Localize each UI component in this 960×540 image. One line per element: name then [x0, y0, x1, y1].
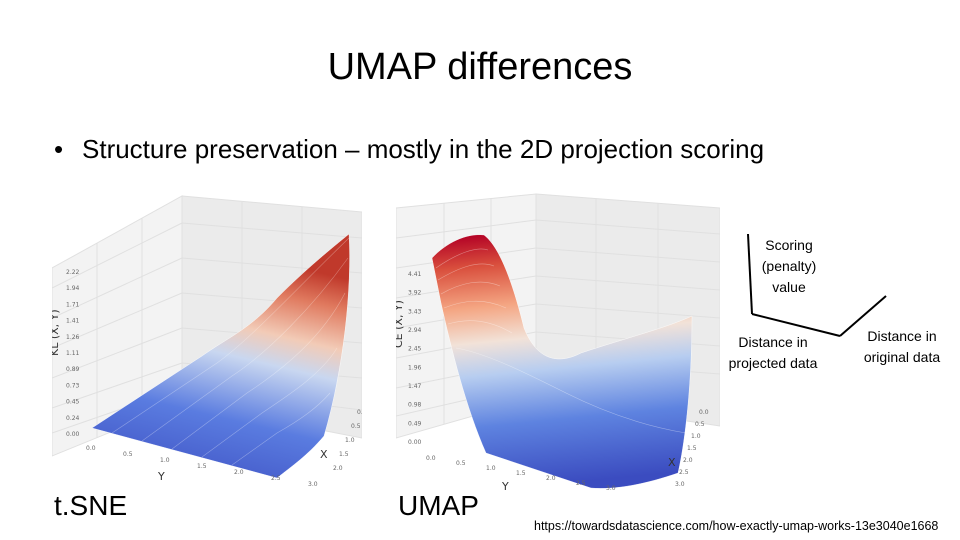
bullet-text: Structure preservation – mostly in the 2…: [82, 134, 765, 164]
umap-z-tick-7: 0.98: [408, 402, 422, 409]
umap-x-tick-1: 0.5: [695, 421, 705, 428]
tsne-z-tick-3: 1.41: [66, 318, 80, 325]
umap-z-tick-8: 0.49: [408, 420, 422, 427]
umap-z-tick-0: 4.41: [408, 271, 422, 278]
tsne-z-tick-0: 2.22: [66, 269, 80, 276]
umap-x-tick-4: 2.0: [683, 457, 693, 464]
tsne-z-tick-10: 0.00: [66, 431, 80, 438]
tsne-z-tick-2: 1.71: [66, 301, 80, 308]
tsne-x-axis-label: X: [320, 448, 328, 461]
tsne-y-axis-label: Y: [157, 470, 165, 483]
umap-z-ticks: 4.41 3.92 3.43 2.94 2.45 1.96 1.47 0.98 0.49 0.00: [408, 271, 422, 446]
umap-caption: UMAP: [398, 490, 479, 521]
umap-y-tick-0: 0.0: [426, 455, 436, 462]
tsne-y-tick-4: 2.0: [234, 469, 244, 476]
tsne-y-tick-2: 1.0: [160, 457, 170, 464]
umap-y-axis-label: Y: [501, 480, 509, 493]
umap-surface-svg: CE (X, Y) X Y 4.41 3.92 3.43 2.94 2.45 1.96 1.…: [396, 193, 720, 493]
tsne-z-ticks: 2.22 1.94 1.71 1.41 1.26 1.11 0.89 0.73 0.45 0.24…: [66, 269, 80, 438]
source-url[interactable]: https://towardsdatascience.com/how-exact…: [534, 519, 939, 533]
umap-y-ticks: 0.0 0.5 1.0 1.5 2.0 2.5 3.0: [426, 455, 616, 492]
umap-x-tick-5: 2.5: [679, 469, 689, 476]
tsne-y-tick-1: 0.5: [123, 451, 133, 458]
umap-x-tick-2: 1.0: [691, 433, 701, 440]
umap-x-tick-6: 3.0: [675, 481, 685, 488]
axis-legend-diagram: [747, 233, 887, 337]
legend-original-label: Distance in original data: [863, 328, 941, 365]
bullet-dot: •: [54, 134, 64, 164]
umap-z-axis-label: CE (X, Y): [396, 300, 405, 348]
tsne-z-tick-8: 0.45: [66, 399, 80, 406]
umap-x-tick-0: 0.0: [699, 409, 709, 416]
tsne-x-tick-3: 1.5: [339, 451, 349, 458]
tsne-y-tick-0: 0.0: [86, 445, 96, 452]
tsne-z-tick-7: 0.73: [66, 382, 80, 389]
umap-x-axis-label: X: [668, 456, 676, 469]
tsne-z-tick-6: 0.89: [66, 366, 80, 373]
legend-scoring-label: Scoring (penalty) value: [761, 237, 817, 295]
tsne-x-tick-4: 2.0: [333, 465, 343, 472]
umap-y-tick-4: 2.0: [546, 475, 556, 482]
legend-original-axis: [839, 295, 887, 337]
tsne-y-tick-6: 3.0: [308, 481, 318, 488]
umap-z-tick-3: 2.94: [408, 327, 422, 334]
legend-projected-axis: [751, 313, 841, 337]
umap-x-tick-3: 1.5: [687, 445, 697, 452]
tsne-z-axis-label: KL (X, Y): [52, 309, 61, 356]
tsne-x-tick-0: 0.0: [357, 409, 362, 416]
legend-projected-label: Distance in projected data: [728, 334, 818, 371]
umap-z-tick-2: 3.43: [408, 308, 422, 315]
umap-y-tick-5: 2.5: [576, 480, 586, 487]
umap-surface-plot: CE (X, Y) X Y 4.41 3.92 3.43 2.94 2.45 1.96 1.…: [396, 188, 720, 500]
umap-surface-lines: [435, 248, 687, 434]
tsne-z-tick-1: 1.94: [66, 285, 80, 292]
legend-vertical-axis: [747, 233, 753, 315]
tsne-surface-svg: KL (X, Y) X Y 2.22 1.94 1.71 1.41 1.26 1.11 0.…: [52, 195, 362, 488]
tsne-x-tick-1: 0.5: [351, 423, 361, 430]
bullet-point: • Structure preservation – mostly in the …: [54, 131, 764, 167]
tsne-x-tick-2: 1.0: [345, 437, 355, 444]
tsne-z-tick-4: 1.26: [66, 334, 80, 341]
umap-y-tick-2: 1.0: [486, 465, 496, 472]
umap-y-tick-1: 0.5: [456, 460, 466, 467]
umap-z-tick-6: 1.47: [408, 383, 422, 390]
umap-y-tick-3: 1.5: [516, 470, 526, 477]
tsne-y-tick-5: 2.5: [271, 475, 281, 482]
tsne-z-tick-9: 0.24: [66, 415, 80, 422]
umap-z-tick-9: 0.00: [408, 439, 422, 446]
umap-x-ticks: 0.0 0.5 1.0 1.5 2.0 2.5 3.0: [675, 409, 709, 488]
tsne-caption: t.SNE: [54, 490, 128, 521]
tsne-y-ticks: 0.0 0.5 1.0 1.5 2.0 2.5 3.0: [86, 445, 318, 488]
slide-title: UMAP differences: [327, 46, 633, 88]
umap-surface: [431, 234, 693, 489]
tsne-surface-plot: KL (X, Y) X Y 2.22 1.94 1.71 1.41 1.26 1.11 0.…: [52, 188, 362, 500]
umap-z-tick-4: 2.45: [408, 346, 422, 353]
umap-z-tick-5: 1.96: [408, 364, 422, 371]
tsne-y-tick-3: 1.5: [197, 463, 207, 470]
tsne-z-tick-5: 1.11: [66, 350, 80, 357]
tsne-x-ticks: 0.0 0.5 1.0 1.5 2.0: [333, 409, 362, 472]
tsne-surface-lines: [111, 237, 350, 466]
tsne-surface: [91, 233, 350, 479]
umap-y-tick-6: 3.0: [606, 485, 616, 492]
umap-z-tick-1: 3.92: [408, 290, 422, 297]
